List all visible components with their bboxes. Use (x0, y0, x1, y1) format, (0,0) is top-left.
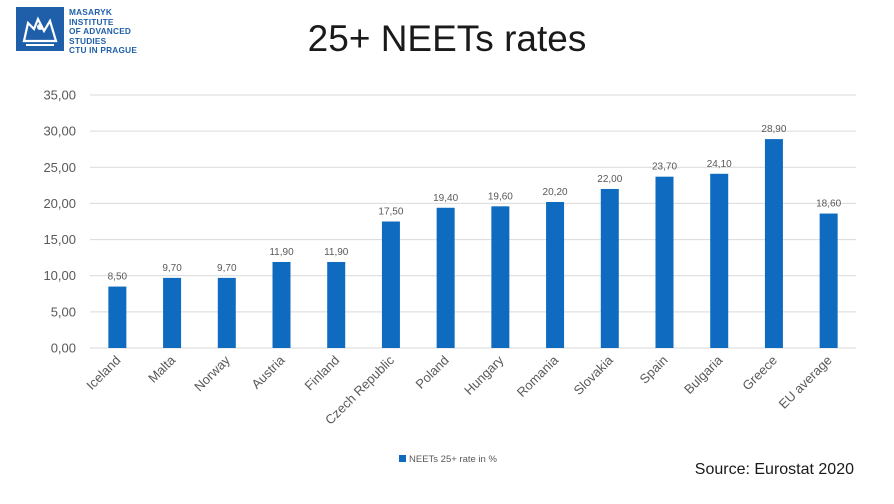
bar-spain (655, 176, 674, 348)
x-tick-label: Poland (413, 353, 452, 392)
data-label: 28,90 (761, 124, 786, 135)
x-tick-label: Romania (514, 352, 562, 400)
y-tick-label: 25,00 (43, 160, 76, 175)
data-label: 20,20 (543, 187, 568, 198)
bar-romania (546, 201, 565, 348)
legend-label: NEETs 25+ rate in % (409, 454, 497, 465)
x-tick-label: Slovakia (571, 352, 617, 398)
y-tick-label: 5,00 (51, 304, 76, 319)
bar-iceland (108, 286, 127, 348)
bar-eu-average (819, 213, 838, 348)
page-title: 25+ NEETs rates (307, 18, 587, 59)
data-label: 22,00 (597, 174, 622, 185)
data-label: 23,70 (652, 162, 677, 173)
bar-bulgaria (710, 173, 729, 348)
y-tick-label: 10,00 (43, 268, 76, 283)
x-tick-label: Austria (248, 352, 288, 392)
logo-emblem-icon (16, 7, 64, 51)
x-tick-label: Finland (302, 353, 343, 394)
bar-norway (217, 277, 236, 348)
x-tick-label: Greece (739, 353, 780, 394)
source-note: Source: Eurostat 2020 (694, 461, 854, 478)
data-label: 11,90 (324, 247, 349, 258)
bar-austria (272, 261, 291, 348)
bar-greece (764, 139, 783, 348)
bar-hungary (491, 206, 510, 348)
x-tick-label: Iceland (83, 353, 123, 393)
data-label: 11,90 (269, 247, 294, 258)
x-tick-label: Hungary (461, 352, 507, 398)
data-label: 9,70 (217, 263, 237, 274)
bar-slovakia (600, 188, 619, 348)
data-label: 19,40 (433, 193, 458, 204)
y-tick-label: 0,00 (51, 341, 76, 356)
x-tick-label: Spain (637, 353, 671, 387)
bar-finland (327, 261, 346, 348)
x-tick-label: Bulgaria (681, 352, 726, 397)
y-tick-label: 15,00 (43, 232, 76, 247)
x-tick-label: Malta (145, 352, 179, 386)
x-tick-label: EU average (776, 353, 835, 412)
data-label: 19,60 (488, 191, 513, 202)
y-tick-label: 30,00 (43, 124, 76, 139)
bar-malta (163, 277, 182, 348)
y-tick-label: 20,00 (43, 196, 76, 211)
institute-logo: MASARYK INSTITUTE OF ADVANCED STUDIES CT… (16, 7, 166, 55)
data-label: 17,50 (378, 207, 403, 218)
bar-czech-republic (381, 221, 400, 348)
data-label: 8,50 (108, 272, 128, 283)
data-label: 18,60 (816, 199, 841, 210)
data-label: 24,10 (707, 159, 732, 170)
y-tick-label: 35,00 (43, 88, 76, 103)
x-tick-label: Norway (191, 352, 233, 394)
logo-text: MASARYK INSTITUTE OF ADVANCED STUDIES CT… (69, 7, 138, 56)
bar-poland (436, 207, 455, 348)
legend-swatch (399, 455, 406, 462)
data-label: 9,70 (162, 263, 182, 274)
